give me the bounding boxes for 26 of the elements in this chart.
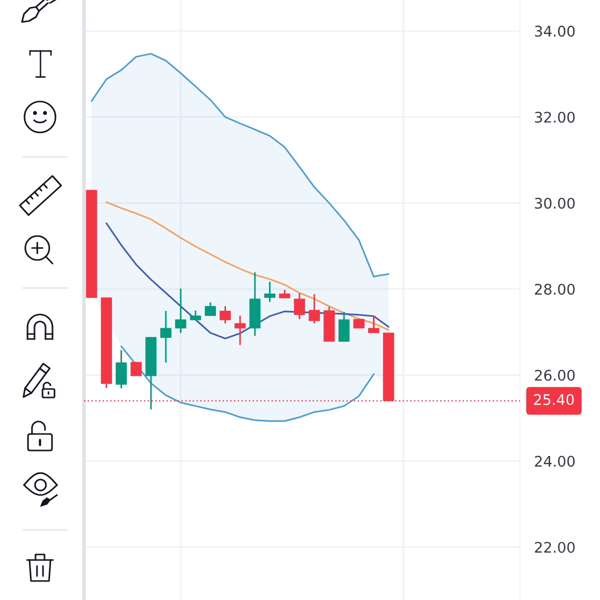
line-series	[120, 345, 375, 422]
candlestick	[338, 311, 350, 342]
candlestick	[353, 318, 364, 329]
line-series	[106, 222, 390, 340]
y-tick-label: 22.00	[534, 542, 575, 553]
y-tick-label: 24.00	[534, 456, 575, 467]
candlestick	[220, 305, 231, 324]
candlestick	[234, 314, 246, 346]
ref-line-label: 25.40	[534, 394, 574, 406]
y-tick-label: 34.00	[535, 26, 575, 37]
y-tick-label: 32.00	[535, 112, 575, 123]
candlestick	[160, 310, 172, 364]
candlestick	[175, 288, 186, 334]
candlestick	[368, 315, 380, 334]
line-series	[90, 52, 390, 278]
candlestick	[294, 292, 306, 320]
candlestick	[130, 361, 142, 377]
candlestick	[190, 310, 202, 322]
candlestick	[264, 280, 276, 303]
y-tick-label: 28.00	[534, 284, 575, 295]
y-tick-label: 30.00	[535, 198, 575, 209]
line-series	[106, 201, 390, 331]
candlestick	[204, 302, 216, 316]
candlestick	[308, 293, 320, 324]
candlestick	[116, 349, 127, 390]
y-tick-label: 26.00	[534, 370, 575, 381]
